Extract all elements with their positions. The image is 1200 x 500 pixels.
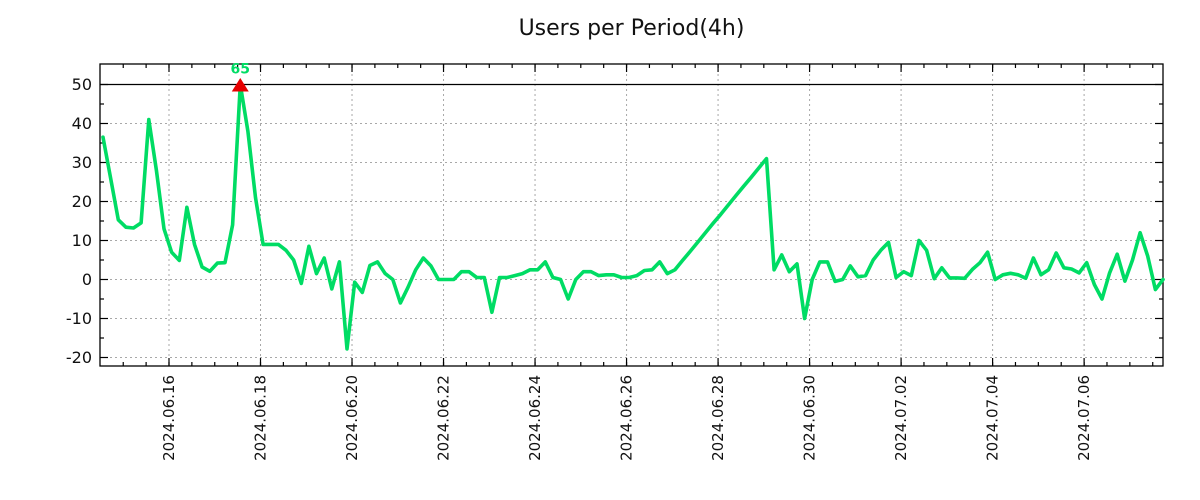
x-tick-label: 2024.07.02 <box>892 375 910 461</box>
chart-title: Users per Period(4h) <box>518 16 745 41</box>
y-tick-label: 50 <box>72 75 92 94</box>
y-tick-label: 0 <box>82 270 92 289</box>
peak-label: 65 <box>231 62 250 78</box>
peak-marker-icon <box>231 78 249 92</box>
x-tick-label: 2024.06.22 <box>434 375 452 461</box>
x-tick-label: 2024.06.16 <box>160 375 178 461</box>
x-tick-label: 2024.06.24 <box>526 375 544 461</box>
x-tick-label: 2024.06.18 <box>251 375 269 461</box>
series-line <box>101 82 1165 351</box>
x-tick-label: 2024.07.06 <box>1075 375 1093 461</box>
y-tick-label: 20 <box>72 192 92 211</box>
y-tick-label: 30 <box>72 153 92 172</box>
y-tick-label: -10 <box>66 309 92 328</box>
x-tick-label: 2024.07.04 <box>983 375 1001 461</box>
y-tick-label: 40 <box>72 114 92 133</box>
y-tick-label: 10 <box>72 231 92 250</box>
x-tick-label: 2024.06.26 <box>617 375 635 461</box>
plot-border <box>99 63 1164 367</box>
x-tick-label: 2024.06.20 <box>343 375 361 461</box>
y-tick-label: -20 <box>66 348 92 367</box>
x-tick-label: 2024.06.30 <box>800 375 818 461</box>
x-tick-label: 2024.06.28 <box>709 375 727 461</box>
